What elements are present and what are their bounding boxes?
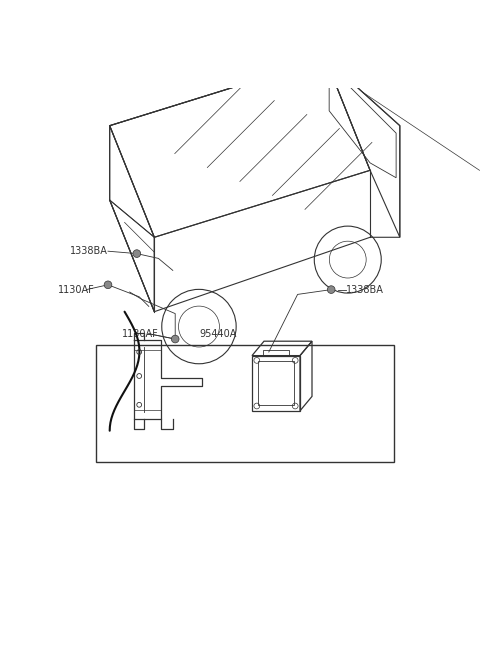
Circle shape	[133, 250, 141, 257]
Text: 95440A: 95440A	[199, 329, 237, 338]
Circle shape	[171, 335, 179, 343]
Text: 1130AF: 1130AF	[122, 329, 159, 338]
Bar	[258, 361, 294, 405]
Circle shape	[327, 286, 335, 293]
Text: 1338BA: 1338BA	[70, 246, 108, 256]
Text: 1130AF: 1130AF	[58, 285, 95, 295]
Bar	[96, 345, 394, 462]
Text: 1338BA: 1338BA	[346, 285, 384, 295]
Circle shape	[104, 281, 112, 289]
Bar	[263, 350, 289, 356]
